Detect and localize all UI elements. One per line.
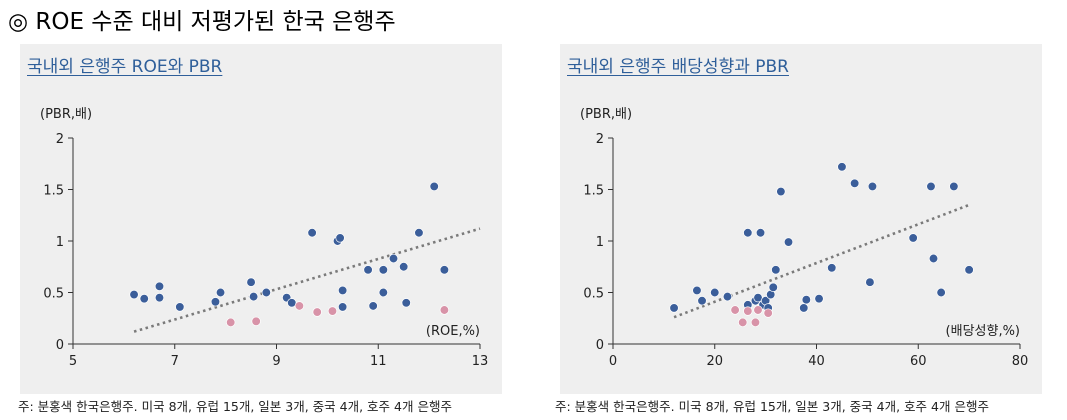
data-point [799,303,809,313]
chart-title: 국내외 은행주 ROE와 PBR [27,57,223,77]
data-point [768,282,778,293]
data-point [738,317,748,328]
data-point [175,302,185,312]
footnote: 주: 분홍색 한국은행주. 미국 8개, 유럽 15개, 일본 3개, 중국 4… [555,399,989,414]
data-point [226,317,236,328]
data-point [750,317,761,328]
data-point [439,305,450,315]
y-tick-label: 0.5 [583,287,604,302]
y-tick-label: 0.5 [43,287,64,302]
data-point [363,265,373,275]
y-tick-label: 2 [596,132,604,147]
data-point [771,265,781,275]
data-point [697,296,707,306]
data-point [837,162,847,172]
data-point [210,297,221,307]
data-point [763,308,773,318]
x-tick-label: 20 [706,354,723,369]
data-point [814,294,824,304]
data-point [692,285,702,296]
data-point [926,181,936,192]
data-point [429,181,439,192]
data-point [154,292,165,303]
y-tick-label: 1.5 [583,184,604,199]
data-point [337,302,348,312]
x-tick-label: 80 [1012,354,1029,369]
x-axis-label: (ROE,%) [426,324,480,339]
data-point [307,228,317,238]
data-point [129,289,139,300]
y-axis-label: (PBR,배) [580,107,632,122]
data-point [730,305,740,315]
data-point [312,307,322,317]
x-tick-label: 9 [272,354,280,369]
data-point [388,253,399,264]
data-point [743,306,753,316]
data-point [755,228,766,238]
data-point [399,262,409,272]
data-point [154,281,165,291]
data-point [908,233,918,243]
x-tick-label: 5 [69,354,77,369]
y-tick-label: 1 [56,235,64,250]
data-point [414,228,424,238]
roe-pbr-scatter-chart: 0 0.5 1 1.5 2 5 7 9 11 13 (PBR,배) (ROE,%) [40,107,489,369]
x-tick-label: 13 [472,354,489,369]
y-tick-label: 2 [56,132,64,147]
data-point [251,316,261,326]
data-point [378,265,388,275]
data-point [401,298,411,308]
x-tick-label: 0 [609,354,617,369]
y-tick-label: 0 [56,338,64,353]
trend-line [673,203,970,319]
data-point [722,291,733,302]
data-point [964,265,974,275]
data-point [865,277,875,287]
roe-pbr-chart-panel: 국내외 은행주 ROE와 PBR 0 0.5 1 1.5 2 5 7 9 11 13 (PBR,배)… [20,44,502,394]
data-point [378,287,388,298]
data-point [753,305,763,315]
y-tick-label: 1 [596,235,604,250]
data-point [776,186,786,197]
y-tick-label: 1.5 [43,184,64,199]
data-point [928,253,939,264]
x-tick-label: 60 [910,354,927,369]
payout-pbr-scatter-chart: 00.511.520 20 40 60 80(PBR,배)(배당성향,%) [580,107,1029,369]
data-point [139,294,149,304]
chart-title: 국내외 은행주 배당성향과 PBR [567,57,789,77]
data-point [248,291,259,302]
data-point [294,301,305,311]
y-tick-label: 0 [596,338,604,353]
data-point [261,287,271,298]
data-point [801,295,811,305]
x-tick-label: 11 [370,354,387,369]
x-axis-label: (배당성향,%) [946,324,1020,339]
data-point [335,233,345,243]
data-point [337,285,348,296]
x-tick-label: 7 [171,354,179,369]
data-point [669,303,679,313]
data-point [327,306,338,316]
data-point [215,287,226,298]
data-point [936,287,946,298]
page-title: ◎ ROE 수준 대비 저평가된 한국 은행주 [8,9,396,35]
data-point [827,263,837,273]
data-point [867,181,878,192]
data-point [783,237,794,247]
footnote: 주: 분홍색 한국은행주. 미국 8개, 유럽 15개, 일본 3개, 중국 4… [18,399,452,414]
data-point [743,228,753,238]
data-point [949,181,959,192]
data-point [368,301,378,311]
x-tick-label: 40 [808,354,825,369]
trend-line [133,227,481,333]
data-point [850,178,860,188]
data-point [246,277,256,287]
data-point [439,265,450,275]
y-axis-label: (PBR,배) [40,107,92,122]
data-point [710,287,720,298]
payout-pbr-chart-panel: 국내외 은행주 배당성향과 PBR 0 0.5 1 1.5 2 0 20 40 60 80 (PBR… [560,44,1042,394]
